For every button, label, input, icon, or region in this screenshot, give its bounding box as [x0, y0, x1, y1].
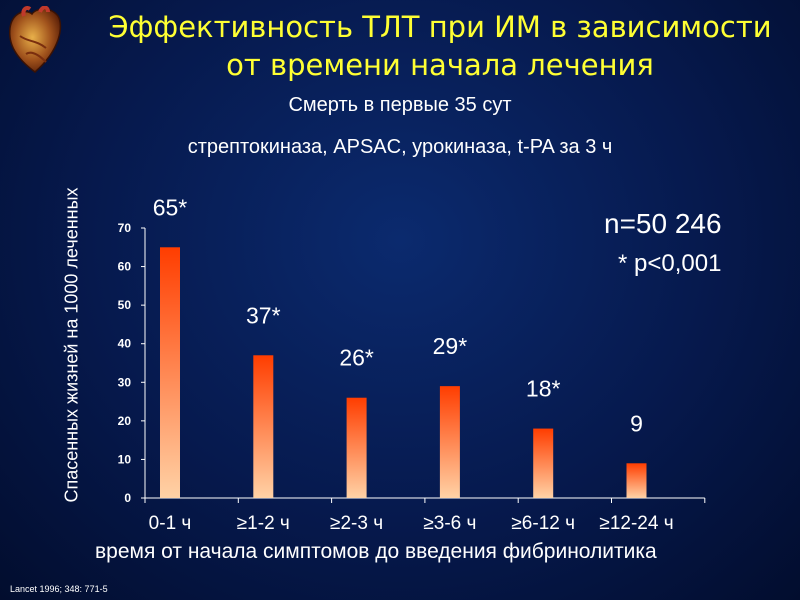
bar [253, 355, 274, 498]
x-category-label: ≥6-12 ч [511, 513, 575, 534]
subtitle-mortality: Смерть в первые 35 сут [288, 94, 512, 116]
x-category-label: 0-1 ч [149, 513, 192, 534]
x-axis-label: время от начала симптомов до введения фи… [95, 540, 657, 563]
bar-value-label: 29* [433, 333, 468, 359]
bar [346, 397, 367, 498]
reference-citation: Lancet 1996; 348: 771-5 [10, 584, 108, 594]
y-tick-label: 0 [124, 491, 131, 505]
x-category-label: ≥2-3 ч [330, 513, 383, 534]
y-tick-label: 10 [118, 452, 132, 466]
bar [626, 463, 647, 498]
x-category-label: ≥3-6 ч [423, 513, 476, 534]
significance-note: * p<0,001 [618, 250, 722, 277]
bar-value-label: 65* [153, 194, 188, 220]
sample-size-note: n=50 246 [604, 208, 722, 239]
heart-icon [8, 6, 62, 73]
bar [160, 247, 180, 498]
x-category-label: ≥12-24 ч [599, 513, 673, 534]
y-tick-label: 70 [118, 221, 132, 235]
bar-value-label: 9 [630, 410, 643, 436]
y-tick-label: 60 [118, 260, 132, 274]
y-tick-label: 50 [118, 298, 132, 312]
y-tick-label: 20 [118, 414, 132, 428]
bar [439, 386, 460, 498]
y-tick-label: 40 [118, 337, 132, 351]
subtitle-agents: стрептокиназа, APSAC, урокиназа, t-PA за… [187, 136, 613, 158]
bar-value-label: 18* [526, 376, 561, 402]
bar-value-label: 37* [246, 302, 281, 328]
bar [533, 428, 554, 498]
page-title: Эффективность ТЛТ при ИМ в зависимости о… [108, 10, 772, 82]
bar-value-label: 26* [339, 345, 374, 371]
y-tick-label: 30 [118, 375, 132, 389]
x-category-label: ≥1-2 ч [237, 513, 290, 534]
